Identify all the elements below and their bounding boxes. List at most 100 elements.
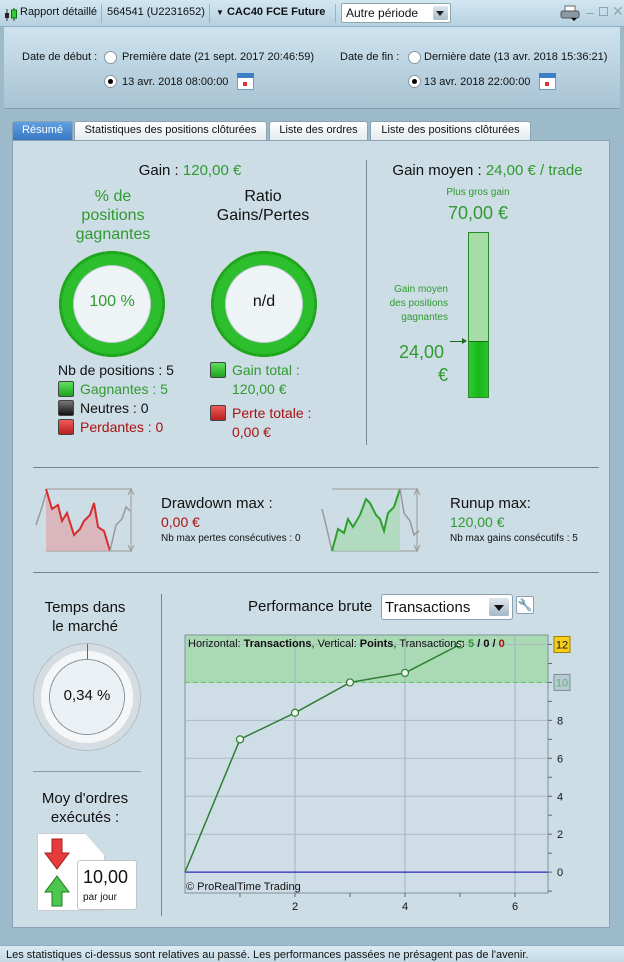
account-label[interactable]: 564541 (U2231652) bbox=[107, 6, 205, 18]
candlestick-icon bbox=[4, 8, 17, 21]
threshold-marker-box bbox=[553, 673, 571, 691]
info-sep: / bbox=[474, 638, 483, 650]
gain-total-label: Gain total : bbox=[232, 362, 300, 378]
drawdown-title: Drawdown max : bbox=[161, 495, 273, 512]
tab-orders-list[interactable]: Liste des ordres bbox=[269, 121, 368, 140]
end-last-date-radio[interactable] bbox=[408, 51, 421, 64]
average-gain-heading: Gain moyen : 24,00 € / trade bbox=[370, 162, 605, 179]
tab-resume[interactable]: Résumé bbox=[12, 121, 73, 140]
separator bbox=[209, 4, 210, 23]
runup-sparkline bbox=[321, 487, 421, 553]
neutral-square-icon bbox=[58, 400, 74, 416]
ratio-title: Ratio Gains/Pertes bbox=[216, 188, 310, 224]
gain-value: 120,00 € bbox=[182, 162, 242, 179]
losing-square-icon bbox=[58, 419, 74, 435]
divider bbox=[366, 160, 367, 445]
gain-label: Gain : bbox=[138, 162, 179, 179]
positions-count: Nb de positions : 5 bbox=[58, 362, 174, 378]
instrument-dropdown[interactable]: ▼ CAC40 FCE Future bbox=[216, 6, 325, 18]
arrow-up-icon bbox=[44, 875, 70, 907]
y-tick-label: 0 bbox=[557, 867, 563, 879]
runup-value: 120,00 € bbox=[450, 514, 505, 530]
drawdown-detail: Nb max pertes consécutives : 0 bbox=[161, 533, 301, 544]
minimize-icon[interactable] bbox=[586, 13, 594, 14]
info-h-value: Transactions bbox=[244, 638, 312, 650]
winning-pct-gauge: 100 % bbox=[58, 250, 166, 358]
data-point bbox=[400, 668, 410, 678]
orders-title: Moy d'ordres exécutés : bbox=[26, 789, 144, 827]
biggest-gain-value: 70,00 € bbox=[447, 203, 509, 223]
runup-detail: Nb max gains consécutifs : 5 bbox=[450, 533, 578, 544]
instrument-name: CAC40 FCE Future bbox=[226, 6, 326, 18]
neutral-count: Neutres : 0 bbox=[80, 400, 149, 416]
market-time-title-line2: le marché bbox=[52, 618, 118, 635]
performance-label: Performance brute bbox=[248, 598, 373, 615]
market-time-value: 0,34 % bbox=[63, 687, 111, 704]
chart-info: Horizontal: Transactions, Vertical: Poin… bbox=[188, 638, 505, 650]
copyright-label: © ProRealTime Trading bbox=[186, 881, 301, 893]
wrench-icon[interactable]: 🔧 bbox=[516, 596, 534, 614]
winning-pct-value: 100 % bbox=[89, 293, 135, 310]
window-title: Rapport détaillé bbox=[20, 6, 98, 18]
info-t-neutral: 0 bbox=[483, 638, 489, 650]
info-v-value: Points bbox=[360, 638, 394, 650]
performance-select[interactable]: Transactions bbox=[381, 594, 513, 620]
arrow-right-icon bbox=[450, 341, 466, 342]
arrow-down-icon bbox=[44, 838, 70, 870]
market-time-title-line1: Temps dans bbox=[44, 599, 126, 616]
orders-unit: par jour bbox=[83, 892, 117, 903]
biggest-gain-label: Plus gros gain bbox=[446, 187, 510, 198]
ratio-gauge: n/d bbox=[210, 250, 318, 358]
separator bbox=[335, 4, 336, 23]
caret bbox=[494, 605, 504, 611]
runup-title: Runup max: bbox=[450, 495, 531, 512]
max-marker-box bbox=[553, 635, 571, 653]
period-select[interactable]: Autre période bbox=[341, 3, 451, 23]
start-first-date-label: Première date (21 sept. 2017 20:46:59) bbox=[122, 51, 315, 63]
tab-closed-positions-list[interactable]: Liste des positions clôturées bbox=[370, 121, 531, 140]
arrow-head bbox=[462, 338, 467, 344]
tab-closed-positions-stats[interactable]: Statistiques des positions clôturées bbox=[74, 121, 267, 140]
performance-select-value: Transactions bbox=[385, 599, 471, 616]
info-t-label: , Transactions: bbox=[393, 638, 468, 650]
average-gain-label: Gain moyen : bbox=[392, 162, 482, 179]
disclaimer-footer: Les statistiques ci-dessus sont relative… bbox=[0, 945, 624, 962]
avg-winning-gain-value: 24,00 bbox=[398, 342, 444, 362]
disclaimer-text: Les statistiques ci-dessus sont relative… bbox=[6, 949, 529, 961]
drawdown-sparkline bbox=[35, 487, 135, 553]
end-custom-date-value[interactable]: 13 avr. 2018 22:00:00 bbox=[424, 76, 531, 88]
winning-count: Gagnantes : 5 bbox=[80, 381, 168, 397]
start-custom-date-value[interactable]: 13 avr. 2018 08:00:00 bbox=[122, 76, 229, 88]
maximize-icon[interactable] bbox=[599, 7, 608, 16]
avg-winning-gain-unit: € bbox=[437, 365, 448, 385]
section-divider bbox=[33, 771, 141, 772]
end-custom-date-radio[interactable] bbox=[408, 75, 421, 88]
average-gain-value: 24,00 € / trade bbox=[485, 162, 583, 179]
info-t-loss: 0 bbox=[499, 638, 505, 650]
profit-zone bbox=[185, 635, 548, 683]
chevron-down-icon bbox=[433, 6, 448, 20]
info-sep: / bbox=[489, 638, 498, 650]
start-calendar-icon[interactable] bbox=[237, 73, 254, 90]
close-icon[interactable]: ✕ bbox=[612, 3, 624, 19]
performance-chart: 2 4 6 0 2 4 6 8 12 10 Horizontal: Transactions, Ve… bbox=[184, 634, 571, 913]
printer-icon[interactable] bbox=[560, 5, 580, 25]
data-point bbox=[455, 640, 465, 649]
loss-total-label: Perte totale : bbox=[232, 405, 312, 421]
x-tick-label: 4 bbox=[402, 901, 408, 913]
market-time-gauge: 0,34 % bbox=[33, 643, 141, 751]
y-tick-label: 8 bbox=[557, 715, 563, 727]
x-tick-label: 2 bbox=[292, 901, 298, 913]
y-tick-label: 6 bbox=[557, 753, 563, 765]
caret-down-icon: ▼ bbox=[216, 8, 224, 17]
losing-count: Perdantes : 0 bbox=[80, 419, 164, 435]
start-custom-date-radio[interactable] bbox=[104, 75, 117, 88]
end-calendar-icon[interactable] bbox=[539, 73, 556, 90]
window-titlebar: Rapport détaillé 564541 (U2231652) ▼ CAC… bbox=[0, 0, 624, 27]
max-marker-label: 12 bbox=[556, 639, 568, 651]
start-first-date-radio[interactable] bbox=[104, 51, 117, 64]
market-time-marker bbox=[87, 644, 88, 659]
threshold-marker-label: 10 bbox=[556, 677, 568, 689]
info-t-win: 5 bbox=[468, 638, 474, 650]
start-date-label: Date de début : bbox=[22, 51, 98, 63]
